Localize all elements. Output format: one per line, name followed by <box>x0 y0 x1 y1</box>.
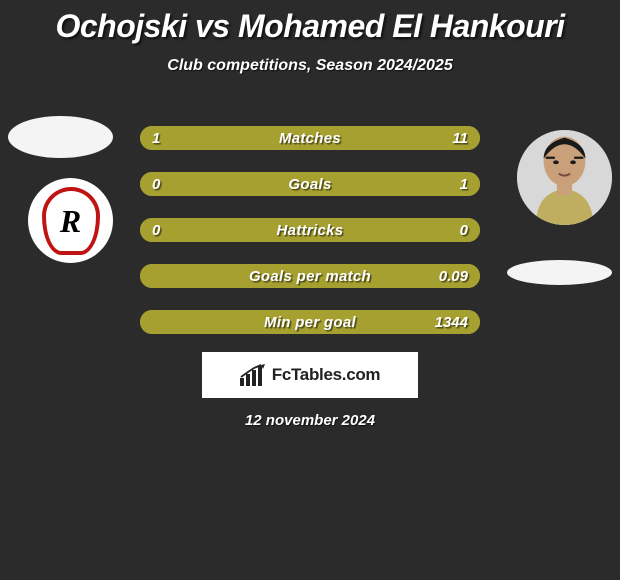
stat-value-left: 0 <box>152 172 160 196</box>
stat-row: Matches111 <box>140 126 480 150</box>
stat-label: Goals <box>140 172 480 196</box>
stat-label: Goals per match <box>140 264 480 288</box>
stat-value-left: 1 <box>152 126 160 150</box>
player-right-avatar <box>517 130 612 225</box>
stat-label: Matches <box>140 126 480 150</box>
stat-row: Hattricks0 0 <box>140 218 480 242</box>
subtitle: Club competitions, Season 2024/2025 <box>0 57 620 75</box>
stat-value-right: 0 <box>460 218 468 242</box>
player-right-avatar-svg <box>517 130 612 225</box>
stat-row: Goals per match0.09 <box>140 264 480 288</box>
brand-text: FcTables.com <box>272 365 381 385</box>
stats-bars: Matches111Goals01Hattricks00Goals per ma… <box>140 126 480 356</box>
stat-value-right: 0.09 <box>439 264 468 288</box>
stat-value-right: 1 <box>460 172 468 196</box>
stat-value-right: 11 <box>452 126 468 150</box>
stat-row: Min per goal1344 <box>140 310 480 334</box>
brand-box: FcTables.com <box>202 352 418 398</box>
stat-label: Hattricks <box>140 218 480 242</box>
stat-value-right: 1344 <box>435 310 468 334</box>
club-left-badge: R <box>28 178 113 263</box>
date-label: 12 november 2024 <box>0 412 620 429</box>
club-right-badge <box>507 260 612 285</box>
player-left-avatar <box>8 116 113 158</box>
stat-value-left: 0 <box>152 218 160 242</box>
page-title: Ochojski vs Mohamed El Hankouri <box>0 0 620 45</box>
club-left-letter: R <box>60 205 81 237</box>
stat-label: Min per goal <box>140 310 480 334</box>
chart-icon <box>240 364 266 386</box>
stat-row: Goals0 1 <box>140 172 480 196</box>
